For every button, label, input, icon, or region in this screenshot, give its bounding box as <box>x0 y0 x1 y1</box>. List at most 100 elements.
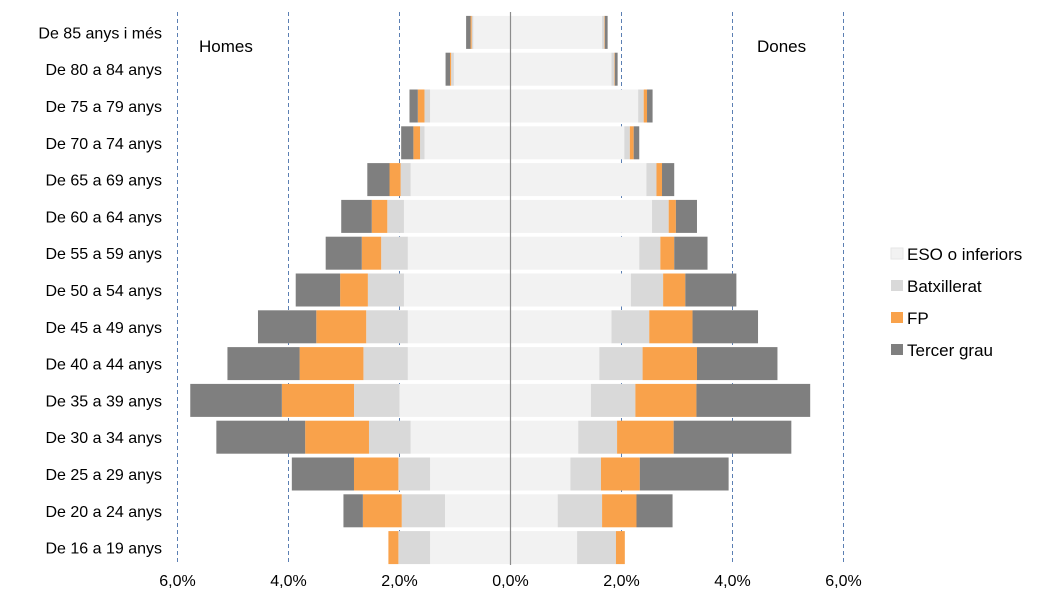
bar-homes <box>316 310 367 344</box>
bar-dones <box>692 310 759 344</box>
bar-homes <box>401 126 414 160</box>
bar-homes <box>216 420 306 454</box>
bar-dones <box>615 531 625 565</box>
bar-dones <box>652 199 669 233</box>
bar-dones <box>510 457 571 491</box>
bar-dones <box>646 163 657 197</box>
bar-dones <box>590 383 636 417</box>
bar-dones <box>510 273 631 307</box>
category-label: De 55 a 59 anys <box>45 246 162 263</box>
category-labels: De 85 anys i més De 80 a 84 anys De 75 a 7… <box>38 25 162 557</box>
bar-homes <box>420 126 425 160</box>
bars <box>190 15 811 565</box>
bar-dones <box>602 494 637 528</box>
bar-dones <box>599 347 643 381</box>
bar-homes <box>227 347 300 381</box>
bar-homes <box>398 531 431 565</box>
bar-homes <box>424 126 511 160</box>
bar-homes <box>368 420 411 454</box>
bar-dones <box>630 273 664 307</box>
bar-homes <box>343 494 363 528</box>
bar-dones <box>674 236 708 270</box>
bar-dones <box>604 15 608 49</box>
bar-dones <box>639 236 661 270</box>
legend-swatch <box>890 247 904 260</box>
bar-dones <box>649 310 693 344</box>
bar-dones <box>685 273 737 307</box>
bar-homes <box>466 15 471 49</box>
x-tick-label: 2,0% <box>603 573 639 590</box>
bar-dones <box>662 163 675 197</box>
bar-dones <box>577 531 616 565</box>
bar-dones <box>570 457 601 491</box>
bar-homes <box>362 494 402 528</box>
bar-homes <box>470 15 472 49</box>
bar-homes <box>190 383 282 417</box>
bar-dones <box>660 236 675 270</box>
bar-dones <box>635 383 697 417</box>
bar-homes <box>430 531 511 565</box>
bar-homes <box>401 494 446 528</box>
bar-homes <box>400 163 411 197</box>
bar-dones <box>639 457 729 491</box>
bar-dones <box>510 163 647 197</box>
bar-dones <box>614 52 615 86</box>
bar-homes <box>407 236 511 270</box>
category-label: De 50 a 54 anys <box>45 283 162 300</box>
bar-dones <box>673 420 792 454</box>
bar-homes <box>305 420 369 454</box>
bar-dones <box>557 494 603 528</box>
bar-homes <box>430 457 511 491</box>
category-label: De 70 a 74 anys <box>45 136 162 153</box>
bar-homes <box>424 89 431 123</box>
bar-dones <box>510 52 612 86</box>
bar-dones <box>510 89 639 123</box>
bar-homes <box>363 347 408 381</box>
bar-dones <box>600 457 640 491</box>
bar-dones <box>675 199 697 233</box>
bar-dones <box>510 199 653 233</box>
category-label: De 75 a 79 anys <box>45 99 162 116</box>
bar-homes <box>403 273 511 307</box>
bar-dones <box>510 126 625 160</box>
legend: ESO o inferiors Batxillerat FP Tercer grau <box>890 245 1022 360</box>
legend-swatch <box>891 312 903 323</box>
bar-homes <box>453 52 511 86</box>
category-label: De 35 a 39 anys <box>45 393 162 410</box>
bar-dones <box>638 89 644 123</box>
bar-dones <box>629 126 634 160</box>
category-label: De 80 a 84 anys <box>45 62 162 79</box>
bar-homes <box>371 199 388 233</box>
legend-label: Batxillerat <box>907 277 982 296</box>
bar-homes <box>403 199 511 233</box>
bar-dones <box>611 310 650 344</box>
bar-homes <box>367 163 390 197</box>
bar-homes <box>445 52 451 86</box>
bar-dones <box>696 383 811 417</box>
bar-dones <box>510 347 600 381</box>
bar-dones <box>510 236 640 270</box>
bar-homes <box>388 531 399 565</box>
bar-dones <box>604 15 605 49</box>
bar-dones <box>624 126 630 160</box>
bar-dones <box>642 347 697 381</box>
bar-homes <box>325 236 362 270</box>
legend-swatch <box>891 280 903 291</box>
bar-homes <box>450 52 452 86</box>
bar-dones <box>510 420 579 454</box>
bar-homes <box>295 273 341 307</box>
x-tick-label: 6,0% <box>159 573 195 590</box>
bar-dones <box>614 52 618 86</box>
category-label: De 60 a 64 anys <box>45 209 162 226</box>
bar-dones <box>668 199 676 233</box>
bar-dones <box>510 383 591 417</box>
bar-homes <box>299 347 364 381</box>
bar-homes <box>399 383 511 417</box>
x-tick-label: 0,0% <box>492 573 528 590</box>
bar-dones <box>510 15 603 49</box>
bar-homes <box>407 310 511 344</box>
x-tick-label: 2,0% <box>381 573 417 590</box>
category-label: De 65 a 69 anys <box>45 173 162 190</box>
bar-homes <box>353 457 399 491</box>
